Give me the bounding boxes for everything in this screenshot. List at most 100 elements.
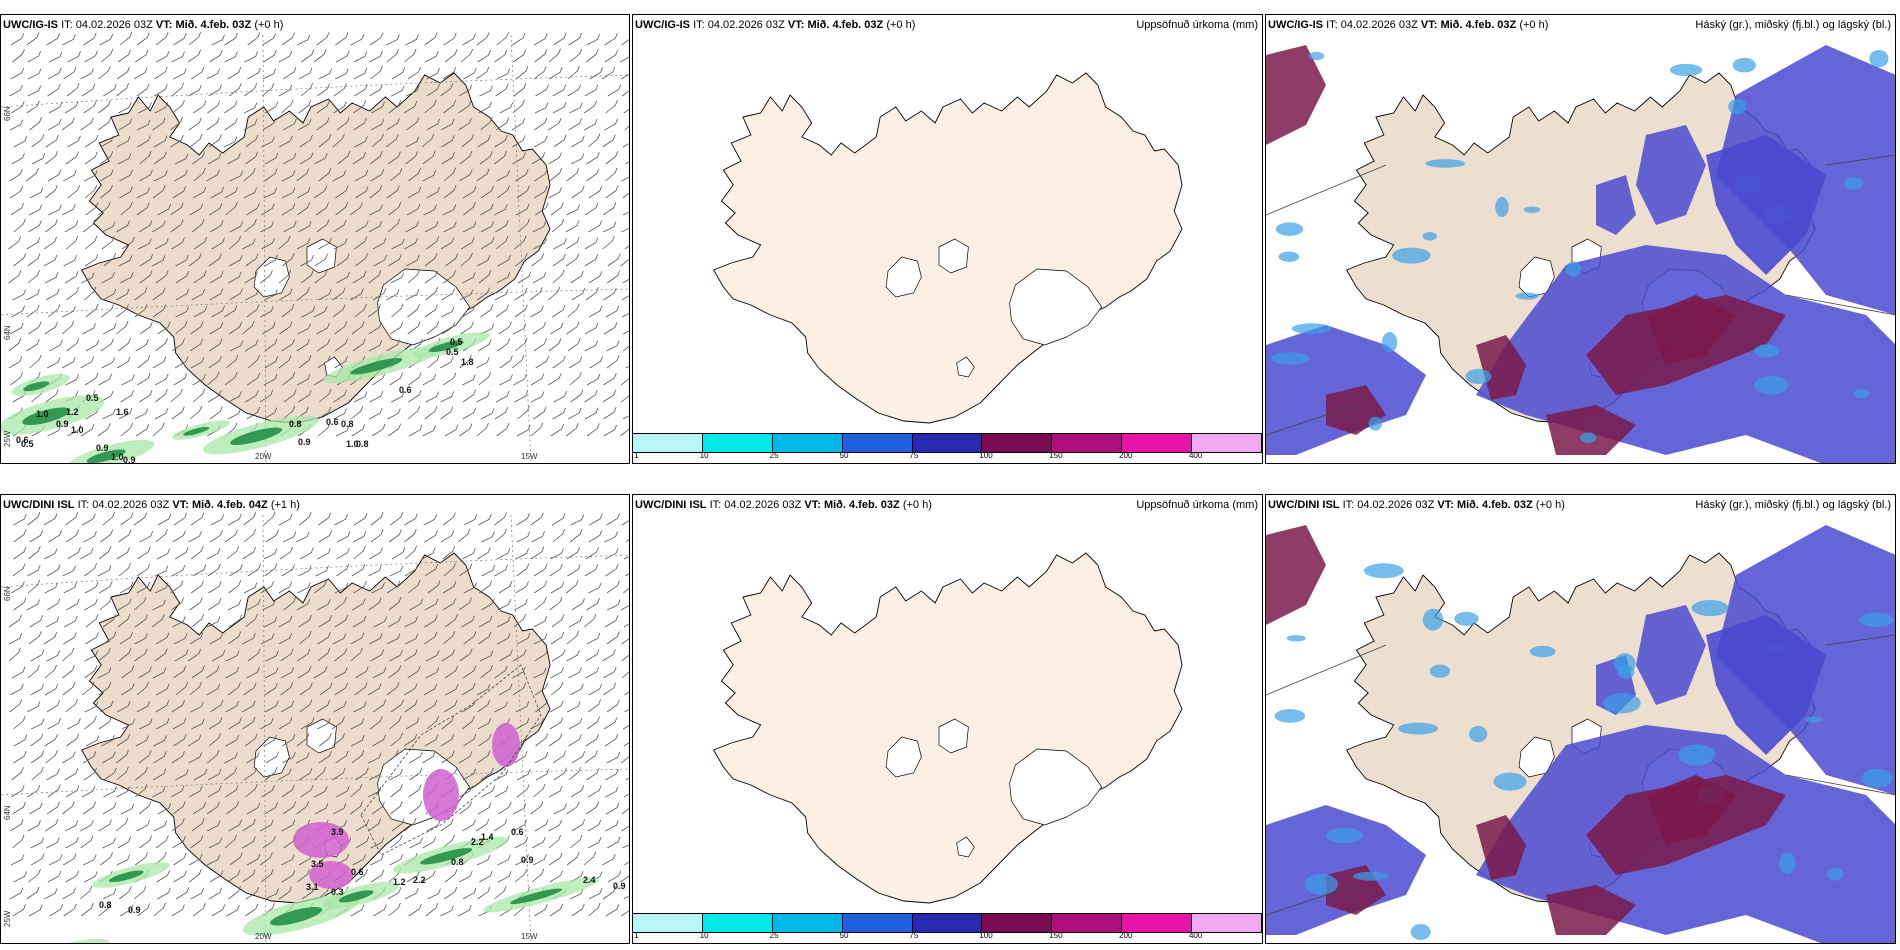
wind-barb — [372, 699, 387, 713]
wind-barb — [245, 390, 259, 403]
wind-barb — [533, 783, 546, 798]
mid-cloud-area — [1476, 815, 1526, 880]
wind-barb — [13, 513, 27, 526]
wind-barb — [477, 718, 492, 730]
wind-barb — [531, 546, 545, 560]
wind-barb — [535, 768, 550, 781]
wind-barb — [314, 152, 328, 165]
map-canvas — [1266, 45, 1895, 463]
wind-barb — [206, 548, 221, 560]
wind-barb — [138, 390, 153, 403]
wind-barb — [530, 717, 544, 730]
wind-barb — [548, 852, 563, 866]
precip-value-label: 1.0 — [346, 439, 359, 449]
wind-barb — [156, 548, 171, 560]
precip-value-label: 0.9 — [56, 419, 69, 429]
wind-barb — [26, 100, 40, 114]
wind-barb — [444, 424, 459, 437]
wind-barb — [571, 135, 585, 148]
wind-barb — [49, 854, 63, 866]
wind-barb — [621, 295, 629, 301]
wind-barb — [459, 648, 473, 662]
wind-barb — [390, 512, 404, 526]
wind-barb — [586, 423, 600, 437]
wind-barb — [208, 355, 222, 369]
vt-label: VT: — [172, 499, 189, 511]
wind-barb — [458, 169, 473, 182]
wind-barb — [172, 338, 185, 352]
wind-barb — [391, 391, 405, 403]
wind-barb — [136, 187, 150, 199]
wind-barb — [333, 408, 347, 420]
wind-barb — [514, 235, 527, 250]
wind-barb — [84, 715, 97, 730]
wind-barb — [441, 649, 455, 662]
wind-barb — [370, 854, 384, 866]
wind-barb — [443, 700, 458, 713]
wind-barb — [8, 356, 23, 369]
wind-barb — [138, 666, 152, 679]
wind-barb — [67, 184, 81, 199]
wind-barb — [494, 151, 507, 165]
wind-barb — [497, 338, 511, 352]
wind-barb — [336, 117, 350, 131]
wind-barb — [259, 852, 273, 866]
wind-barb — [29, 615, 44, 628]
wind-barb — [333, 238, 348, 250]
wind-barb — [424, 598, 439, 611]
wind-barb — [569, 615, 583, 628]
wind-barb — [370, 151, 383, 165]
wind-barb — [208, 717, 223, 730]
wind-barb — [534, 596, 547, 611]
wind-barb — [480, 116, 493, 131]
wind-barb — [407, 186, 422, 199]
wind-barb — [98, 100, 111, 114]
wind-barb — [389, 565, 404, 577]
wind-barb — [229, 564, 243, 577]
wind-barb — [261, 237, 275, 250]
wind-barb — [386, 339, 400, 352]
wind-barb — [621, 176, 629, 182]
wind-barb — [10, 683, 24, 696]
wind-barb — [512, 803, 527, 815]
wind-barb — [353, 100, 367, 114]
wind-barb — [171, 237, 185, 250]
wind-barb — [263, 734, 277, 747]
wind-barb — [604, 733, 619, 747]
wind-barb — [170, 202, 184, 216]
wind-barb — [372, 287, 387, 301]
wind-barb — [423, 514, 437, 526]
it-label: IT: — [61, 19, 73, 31]
wind-barb — [133, 885, 147, 900]
wind-barb — [607, 270, 621, 284]
wind-barb — [10, 819, 24, 832]
wind-barb — [478, 371, 492, 386]
wind-barb — [583, 118, 598, 131]
wind-barb — [138, 102, 152, 114]
wind-barb — [334, 356, 348, 369]
wind-barb — [263, 616, 278, 628]
wind-barb — [49, 904, 64, 917]
wind-barb — [532, 321, 546, 335]
wind-barb — [8, 236, 22, 250]
wind-barb — [155, 700, 170, 713]
wind-barb — [496, 633, 511, 645]
wind-barb — [605, 167, 618, 182]
wind-barb — [442, 581, 457, 594]
wind-barb — [476, 683, 491, 696]
wind-barb — [27, 784, 41, 798]
wind-barb — [210, 186, 225, 199]
wind-barb — [243, 682, 257, 696]
mid-cloud-area — [1266, 45, 1326, 145]
wind-barb — [423, 700, 438, 713]
wind-barb — [297, 582, 311, 594]
wind-barb — [588, 185, 603, 199]
wind-barb — [245, 289, 259, 301]
longitude-label: 25W — [3, 430, 12, 447]
wind-barb — [351, 735, 365, 747]
wind-barb — [494, 135, 508, 148]
wind-barb — [228, 819, 242, 832]
wind-barb — [584, 613, 597, 628]
wind-barb — [43, 236, 57, 250]
wind-barb — [512, 649, 527, 662]
